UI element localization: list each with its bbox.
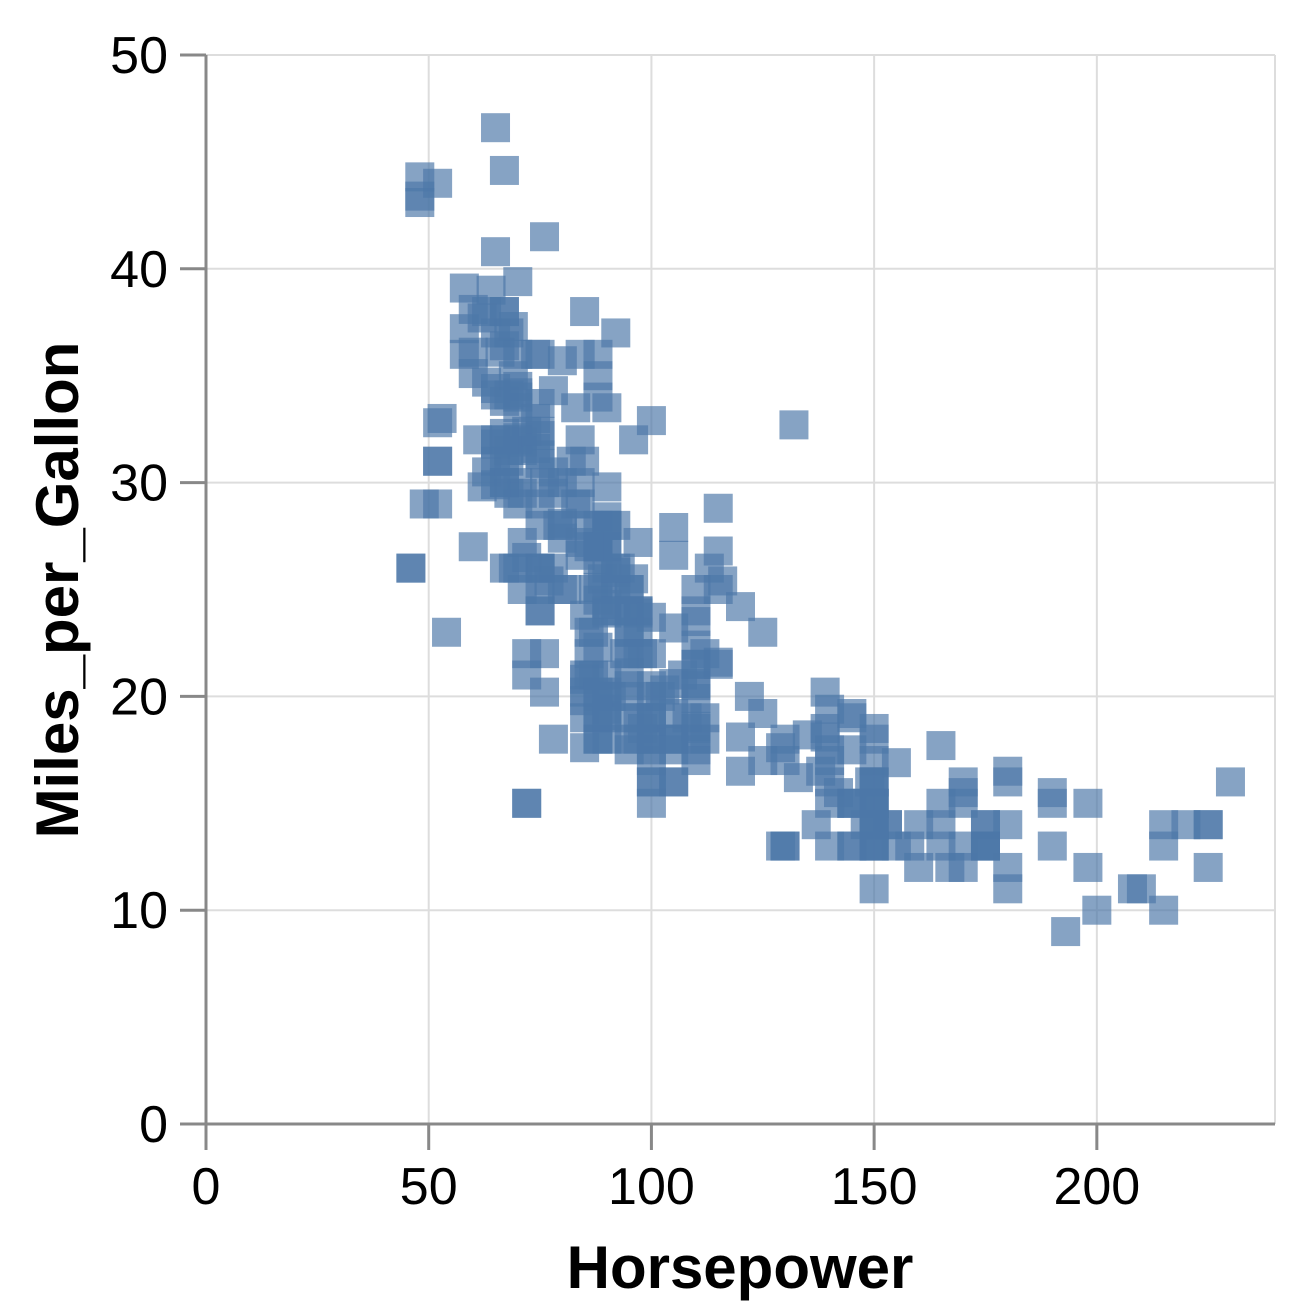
data-point (570, 297, 600, 327)
data-point (583, 632, 613, 662)
data-point (592, 472, 622, 502)
data-point (1193, 810, 1223, 840)
data-point (726, 592, 755, 622)
data-point (1193, 852, 1223, 882)
data-point (703, 493, 733, 523)
data-point (458, 532, 488, 562)
y-axis-tick-label: 50 (110, 27, 168, 85)
data-point (503, 382, 533, 412)
data-point (708, 566, 738, 596)
data-point (521, 433, 551, 463)
data-point (574, 532, 604, 562)
data-point (525, 339, 555, 369)
data-point (534, 566, 564, 596)
data-point (543, 510, 573, 540)
data-point (659, 540, 689, 570)
data-point (681, 711, 711, 741)
data-point (481, 113, 511, 143)
data-point (570, 733, 600, 763)
y-axis-title: Miles_per_Gallon (24, 342, 91, 839)
data-point (681, 669, 711, 699)
x-axis-title: Horsepower (567, 1234, 914, 1301)
data-point (659, 512, 689, 542)
data-point (530, 677, 560, 707)
data-point (859, 831, 889, 861)
data-point (779, 410, 809, 440)
y-axis-tick-label: 20 (110, 668, 168, 726)
data-point (556, 446, 586, 476)
data-point (1073, 788, 1103, 818)
y-axis-tick-label: 30 (110, 455, 168, 513)
data-point (703, 536, 733, 566)
data-point (748, 617, 778, 647)
data-point (565, 339, 595, 369)
data-point (489, 155, 519, 185)
gridlines (205, 54, 1276, 1125)
data-point (823, 778, 853, 808)
data-point (650, 675, 680, 705)
data-point (1073, 852, 1103, 882)
data-point (1037, 778, 1067, 808)
data-point (859, 874, 889, 904)
data-point (423, 446, 453, 476)
data-point (792, 720, 822, 750)
x-axis-tick-label: 100 (608, 1158, 695, 1216)
data-point (423, 489, 453, 519)
x-axis-tick-label: 50 (400, 1158, 458, 1216)
data-point (748, 699, 778, 729)
data-point (619, 425, 649, 455)
data-point (859, 713, 889, 743)
data-point (993, 767, 1023, 797)
data-point (628, 713, 658, 743)
data-point (507, 527, 537, 557)
data-points (396, 113, 1245, 947)
y-axis-tick-label: 10 (110, 882, 168, 940)
data-point (948, 831, 978, 861)
data-point (396, 553, 426, 583)
x-axis-tick-label: 200 (1053, 1158, 1140, 1216)
data-point (659, 767, 689, 797)
data-point (690, 639, 720, 669)
data-point (881, 748, 911, 778)
axes (180, 53, 1275, 1150)
x-axis-tick-label: 0 (192, 1158, 221, 1216)
x-axis-tick-label: 150 (831, 1158, 918, 1216)
data-point (1215, 767, 1245, 797)
y-axis-tick-label: 40 (110, 241, 168, 299)
y-axis-tick-label: 0 (139, 1096, 168, 1154)
data-point (512, 788, 542, 818)
data-point (423, 408, 453, 438)
data-point (1082, 895, 1112, 925)
data-point (489, 425, 519, 455)
data-point (636, 602, 666, 632)
data-point (770, 831, 800, 861)
data-point (503, 267, 533, 297)
data-point (926, 731, 956, 761)
data-point (481, 237, 511, 267)
data-point (583, 677, 613, 707)
data-point (623, 527, 653, 557)
data-point (583, 382, 613, 412)
axis-labels: 0 50 100 150 200 0 10 20 30 40 50 (110, 27, 1140, 1216)
data-point (1051, 917, 1081, 947)
data-point (538, 724, 568, 754)
data-point (993, 874, 1023, 904)
data-point (423, 168, 453, 198)
data-point (601, 596, 631, 626)
data-point (1149, 831, 1179, 861)
data-point (432, 617, 462, 647)
data-point (681, 575, 711, 604)
data-point (855, 767, 885, 797)
data-point (1037, 831, 1067, 861)
data-point (810, 677, 840, 707)
data-point (766, 733, 796, 763)
data-point (895, 831, 925, 861)
data-point (530, 222, 560, 252)
data-point (1117, 874, 1147, 904)
data-point (489, 297, 519, 327)
data-point (948, 778, 978, 808)
